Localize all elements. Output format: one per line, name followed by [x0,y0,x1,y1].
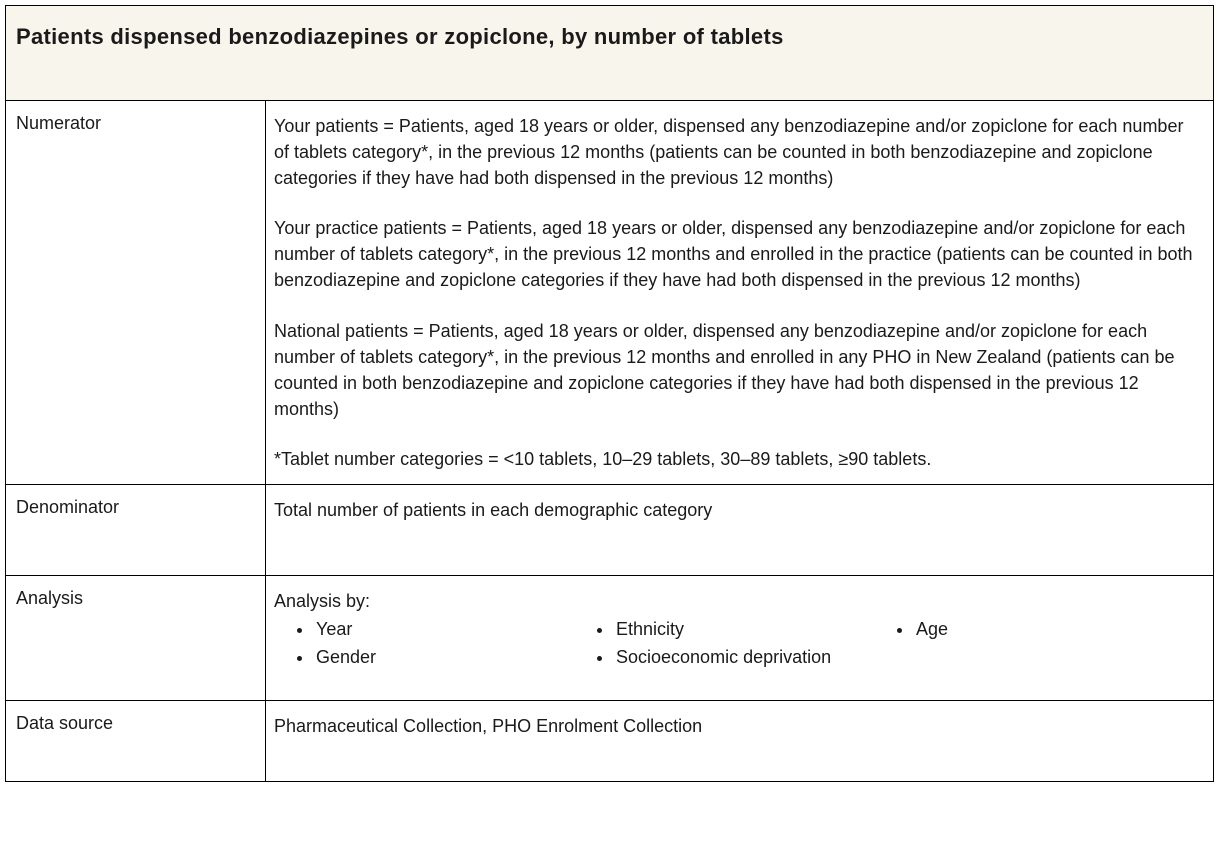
analysis-item-ethnicity: Ethnicity [614,616,874,642]
datasource-row: Data source Pharmaceutical Collection, P… [6,701,1213,781]
numerator-content: Your patients = Patients, aged 18 years … [266,101,1213,484]
analysis-row: Analysis Analysis by: Year Gender Ethnic… [6,576,1213,701]
analysis-col-3: Age [874,616,1074,672]
numerator-p4: *Tablet number categories = <10 tablets,… [274,446,1203,472]
table-header-row: Patients dispensed benzodiazepines or zo… [6,6,1213,101]
numerator-p1: Your patients = Patients, aged 18 years … [274,113,1203,191]
numerator-row: Numerator Your patients = Patients, aged… [6,101,1213,485]
analysis-item-year: Year [314,616,574,642]
analysis-item-deprivation: Socioeconomic deprivation [614,644,874,670]
analysis-content: Analysis by: Year Gender Ethnicity Socio… [266,576,1213,700]
analysis-col-1: Year Gender [274,616,574,672]
analysis-label: Analysis [6,576,266,700]
denominator-label: Denominator [6,485,266,575]
numerator-p2: Your practice patients = Patients, aged … [274,215,1203,293]
denominator-content: Total number of patients in each demogra… [266,485,1213,575]
numerator-p3: National patients = Patients, aged 18 ye… [274,318,1203,422]
datasource-content: Pharmaceutical Collection, PHO Enrolment… [266,701,1213,781]
numerator-label: Numerator [6,101,266,484]
definition-table: Patients dispensed benzodiazepines or zo… [5,5,1214,782]
analysis-item-gender: Gender [314,644,574,670]
analysis-intro: Analysis by: [274,588,1203,614]
analysis-item-age: Age [914,616,1074,642]
analysis-col-2: Ethnicity Socioeconomic deprivation [574,616,874,672]
analysis-columns: Year Gender Ethnicity Socioeconomic depr… [274,616,1203,672]
denominator-row: Denominator Total number of patients in … [6,485,1213,576]
table-title: Patients dispensed benzodiazepines or zo… [16,24,1203,50]
datasource-label: Data source [6,701,266,781]
